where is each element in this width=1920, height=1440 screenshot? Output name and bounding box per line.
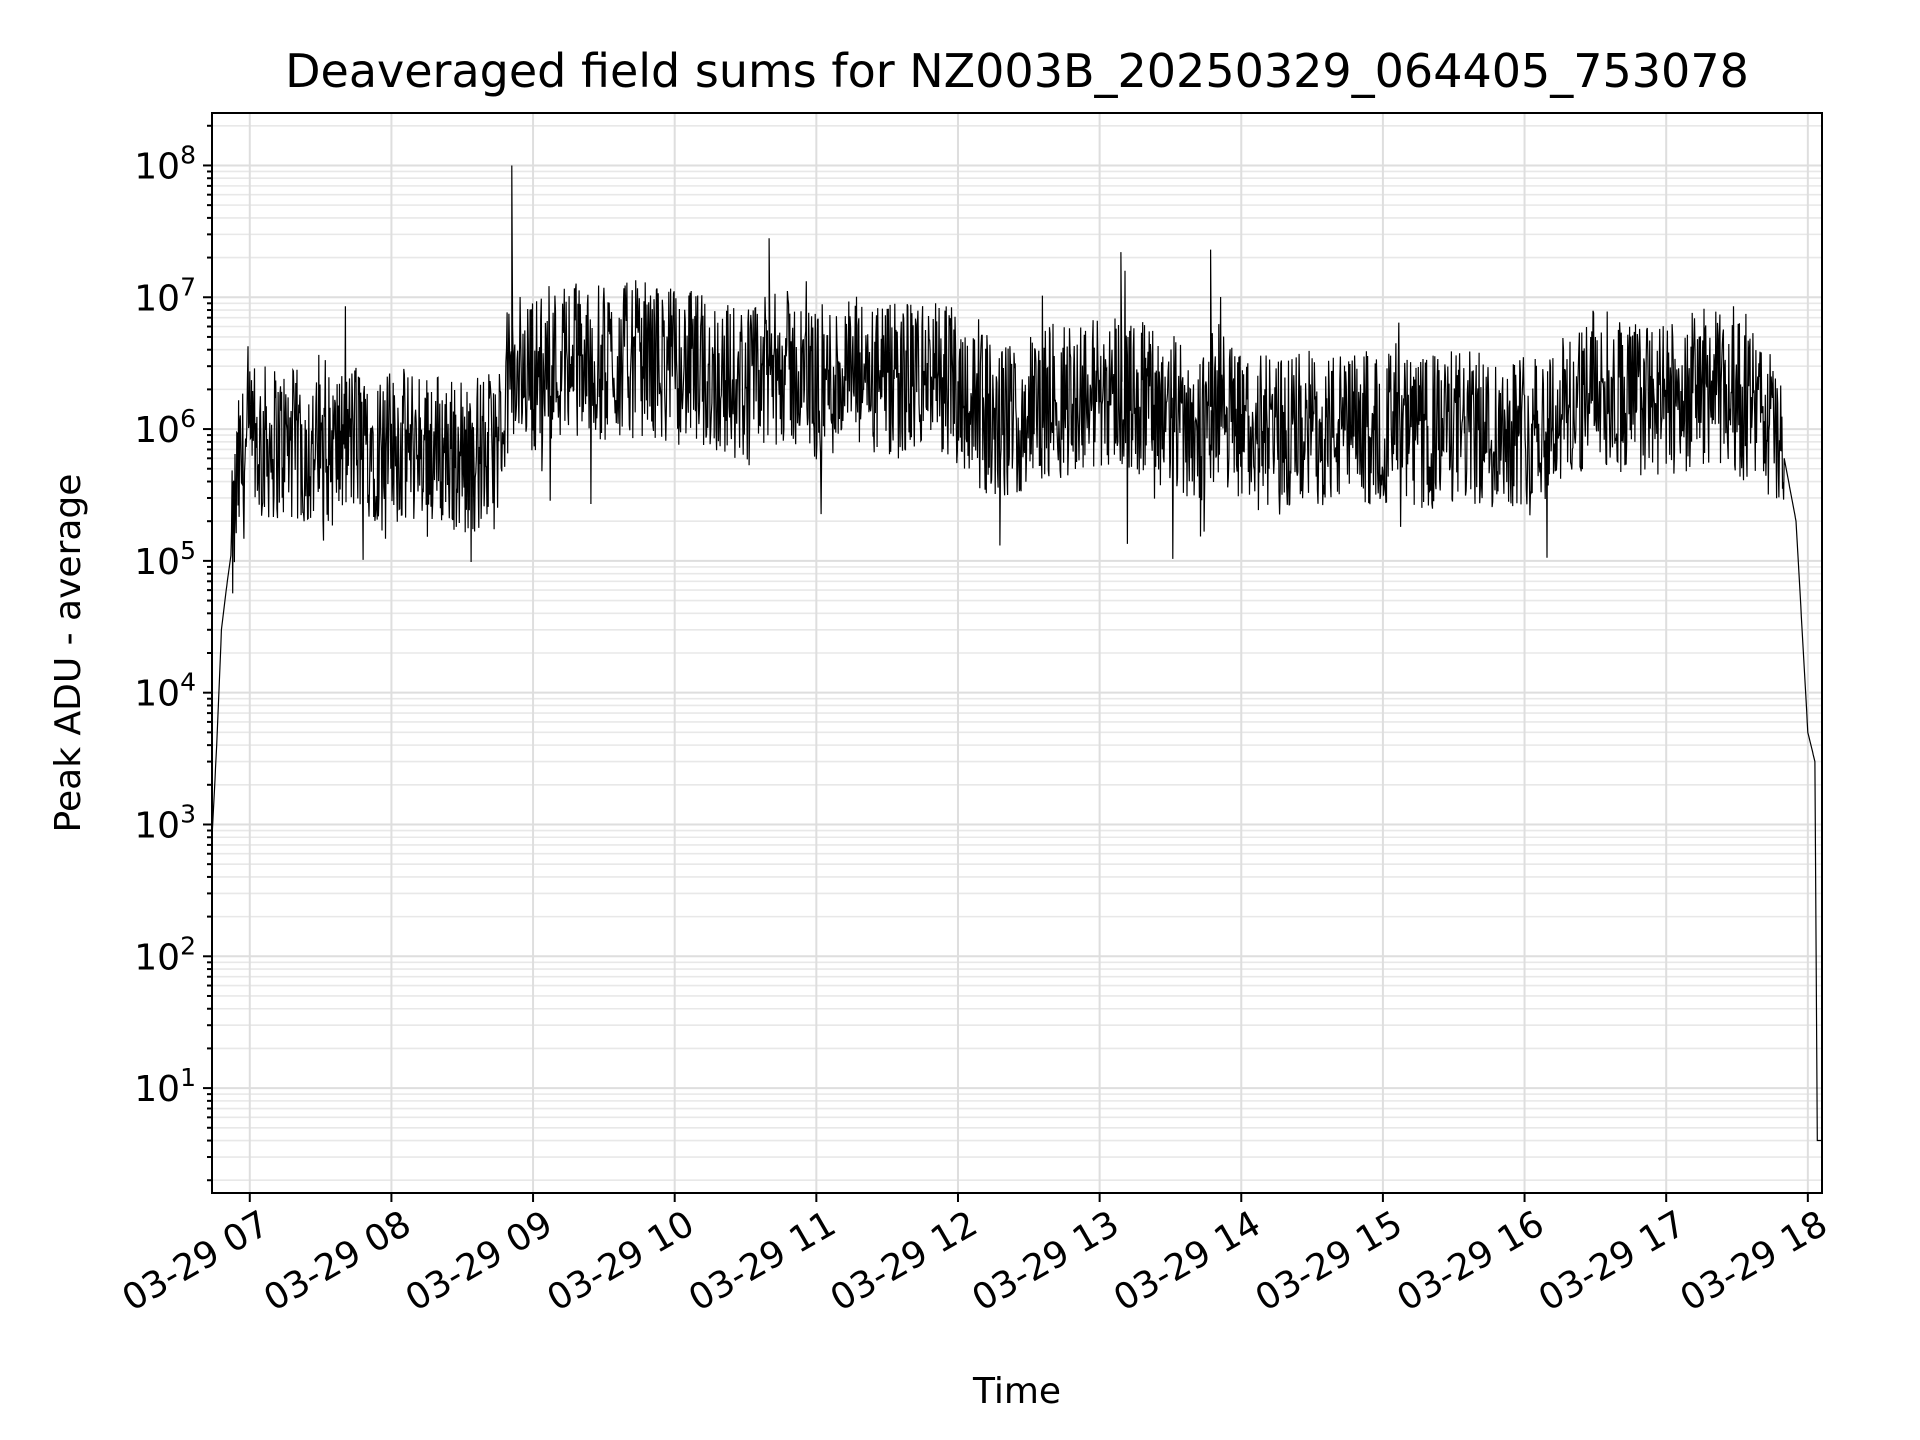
y-tick-label: 104 [134,668,196,715]
series-line [211,165,1822,1142]
grid [212,113,1822,1193]
chart-title: Deaveraged field sums for NZ003B_2025032… [285,44,1749,98]
y-tick-label: 101 [134,1063,196,1110]
y-axis-label: Peak ADU - average [48,474,89,833]
y-tick-label: 106 [134,404,196,451]
y-tick-label: 107 [134,272,196,319]
y-axis: 101 102 103 104 105 106 107 108 [134,124,212,1182]
y-tick-label: 108 [134,140,196,187]
x-axis-label: Time [972,1371,1061,1412]
y-tick-label: 102 [134,931,196,978]
y-tick-label: 103 [134,799,196,846]
y-tick-label: 105 [134,536,196,583]
